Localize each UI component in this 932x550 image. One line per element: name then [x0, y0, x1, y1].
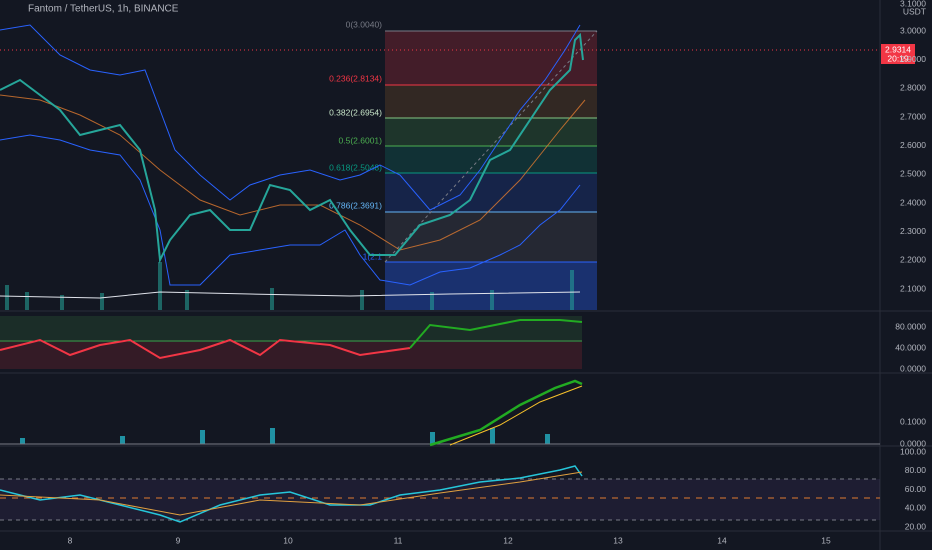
price-tick-label: 2.5000	[900, 169, 926, 179]
pane3-signal	[449, 385, 583, 446]
price-axis-unit: USDT	[903, 6, 926, 16]
pane2-tick-label: 0.0000	[900, 363, 926, 373]
fib-labels: 0(3.0040) 0.236(2.8134) 0.382(2.6954) 0.5(2…	[329, 19, 382, 261]
pane4-tick-label: 60.00	[905, 484, 927, 494]
pane4-band	[0, 479, 880, 520]
pane2-tick-label: 40.0000	[895, 342, 926, 352]
price-badge	[881, 44, 915, 64]
volume-ma	[0, 291, 581, 299]
fib-label: 0.382(2.6954)	[329, 107, 382, 117]
fib-label: 1(2.1	[363, 251, 383, 261]
chart-header: Fantom / TetherUS, 1h, BINANCE	[28, 4, 179, 15]
bb-upper	[0, 24, 581, 211]
price-tick-label: 2.1000	[900, 283, 926, 293]
pane3-line	[429, 379, 583, 447]
pane4-tick-label: 40.00	[905, 503, 927, 513]
pane2-tick-label: 80.0000	[895, 321, 926, 331]
axis-labels: 3.0000 2.9000 2.8000 2.7000 2.6000 2.5000 2.40…	[68, 25, 927, 545]
time-tick-label: 11	[394, 535, 403, 545]
time-tick-label: 10	[283, 535, 293, 545]
price-tick-label: 2.9000	[900, 54, 926, 64]
pane2-upper-zone	[0, 316, 582, 340]
pane2-line-green	[409, 319, 583, 349]
price-tick-label: 3.0000	[900, 25, 926, 35]
volume	[5, 262, 574, 310]
price-tick-label: 2.3000	[900, 226, 926, 236]
bb-lower	[0, 134, 581, 286]
price-tick-label: 2.4000	[900, 197, 926, 207]
pane3-histogram	[20, 428, 550, 444]
price-axis-top: 3.1000	[900, 0, 926, 8]
pane4-ma	[0, 471, 583, 516]
current-price: 2.9314	[885, 44, 911, 54]
fib-retracement	[384, 30, 598, 310]
fib-label: 0(3.0040)	[346, 19, 383, 29]
countdown: 20:19	[887, 53, 909, 63]
time-tick-label: 12	[503, 535, 513, 545]
fib-label: 0.236(2.8134)	[329, 73, 382, 83]
fib-label: 0.618(2.5048)	[329, 162, 382, 172]
pane4-rsi	[0, 465, 583, 523]
time-tick-label: 15	[821, 535, 831, 545]
price-tick-label: 2.2000	[900, 255, 926, 265]
pane4-tick-label: 20.00	[905, 521, 927, 531]
time-tick-label: 9	[176, 535, 181, 545]
pane3-tick-label: 0.1000	[900, 416, 926, 426]
pane4-tick-label: 100.00	[900, 446, 926, 456]
time-tick-label: 14	[717, 535, 727, 545]
pane2-line-red	[0, 338, 411, 360]
pane3-tick-label: 0.0000	[900, 438, 926, 448]
time-tick-label: 13	[613, 535, 623, 545]
pane2-lower-zone	[0, 342, 582, 369]
price-tick-label: 2.7000	[900, 111, 926, 121]
fib-label: 0.786(2.3691)	[329, 200, 382, 210]
price-tick-label: 2.8000	[900, 83, 926, 93]
price-tick-label: 2.6000	[900, 140, 926, 150]
price-path	[0, 32, 584, 264]
fib-label: 0.5(2.6001)	[339, 135, 383, 145]
time-tick-label: 8	[68, 535, 73, 545]
pane4-tick-label: 80.00	[905, 465, 927, 475]
bb-basis	[0, 94, 586, 251]
